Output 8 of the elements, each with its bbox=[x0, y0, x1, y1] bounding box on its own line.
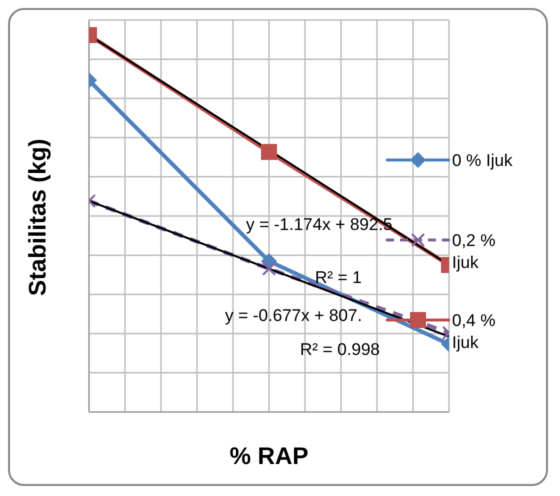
y-axis-title: Stabilitas (kg) bbox=[24, 138, 52, 296]
annotation: y = -0.677x + 807. bbox=[225, 306, 362, 326]
annotation: R² = 1 bbox=[315, 268, 362, 288]
legend-label: 0,2 % Ijuk bbox=[452, 230, 496, 274]
x-axis-title: % RAP bbox=[230, 443, 308, 470]
legend-label: 0 % Ijuk bbox=[452, 150, 514, 172]
legend-label: 0,4 % Ijuk bbox=[452, 310, 496, 354]
annotation: R² = 0.998 bbox=[300, 340, 380, 360]
